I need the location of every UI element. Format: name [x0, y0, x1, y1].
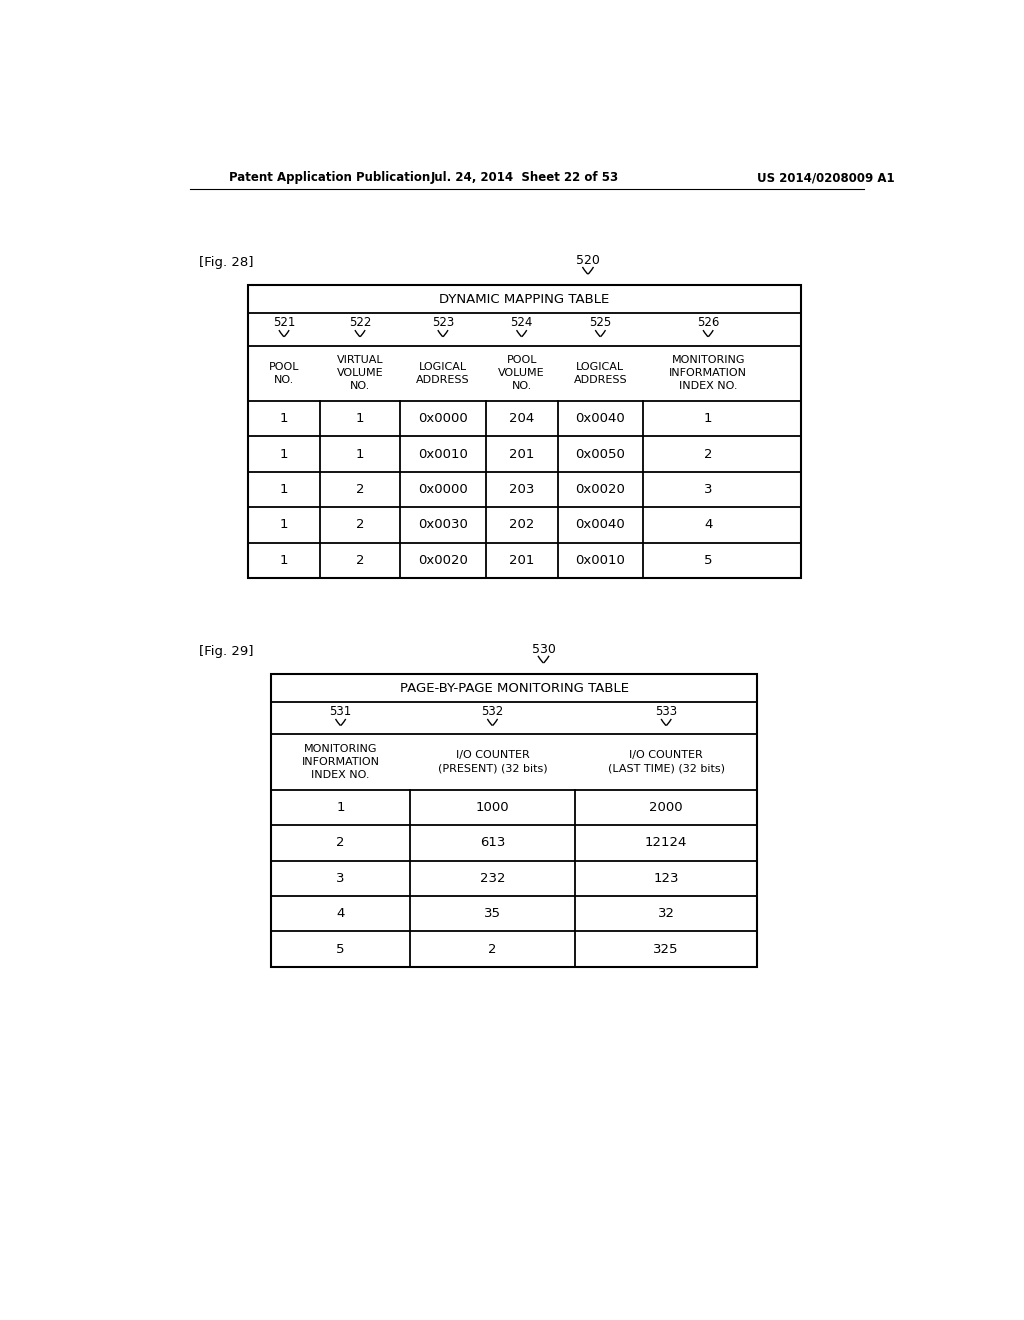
Text: VIRTUAL
VOLUME
NO.: VIRTUAL VOLUME NO.: [337, 355, 383, 392]
Text: 2: 2: [488, 942, 497, 956]
Text: 202: 202: [509, 519, 535, 532]
Text: 2: 2: [355, 554, 365, 566]
Text: 0x0040: 0x0040: [575, 412, 626, 425]
Text: 1000: 1000: [476, 801, 509, 814]
Text: 5: 5: [703, 554, 713, 566]
Text: I/O COUNTER
(PRESENT) (32 bits): I/O COUNTER (PRESENT) (32 bits): [437, 751, 547, 774]
Text: DYNAMIC MAPPING TABLE: DYNAMIC MAPPING TABLE: [439, 293, 609, 306]
Text: 532: 532: [481, 705, 504, 718]
Text: 4: 4: [703, 519, 713, 532]
Text: 1: 1: [280, 519, 289, 532]
Text: LOGICAL
ADDRESS: LOGICAL ADDRESS: [416, 362, 470, 385]
Text: 201: 201: [509, 447, 535, 461]
Text: 1: 1: [336, 801, 345, 814]
Text: 0x0010: 0x0010: [418, 447, 468, 461]
Text: POOL
VOLUME
NO.: POOL VOLUME NO.: [499, 355, 545, 392]
Text: 524: 524: [510, 315, 532, 329]
Text: Patent Application Publication: Patent Application Publication: [228, 172, 430, 185]
Text: 1: 1: [280, 483, 289, 496]
Text: 5: 5: [336, 942, 345, 956]
Text: 3: 3: [336, 871, 345, 884]
Text: 521: 521: [272, 315, 295, 329]
Text: 0x0020: 0x0020: [418, 554, 468, 566]
Text: I/O COUNTER
(LAST TIME) (32 bits): I/O COUNTER (LAST TIME) (32 bits): [607, 751, 725, 774]
Text: 525: 525: [589, 315, 611, 329]
Text: MONITORING
INFORMATION
INDEX NO.: MONITORING INFORMATION INDEX NO.: [669, 355, 748, 392]
Text: 526: 526: [697, 315, 719, 329]
Text: 531: 531: [330, 705, 352, 718]
Text: 523: 523: [432, 315, 454, 329]
Text: 0x0050: 0x0050: [575, 447, 626, 461]
Text: 2: 2: [703, 447, 713, 461]
Text: 0x0000: 0x0000: [418, 483, 468, 496]
Text: 613: 613: [480, 837, 505, 850]
Text: 0x0000: 0x0000: [418, 412, 468, 425]
Text: 533: 533: [655, 705, 677, 718]
Text: 1: 1: [355, 447, 365, 461]
Text: 35: 35: [484, 907, 501, 920]
Text: 32: 32: [657, 907, 675, 920]
Text: 203: 203: [509, 483, 535, 496]
Text: 2000: 2000: [649, 801, 683, 814]
Text: 201: 201: [509, 554, 535, 566]
Text: 1: 1: [280, 412, 289, 425]
Text: 2: 2: [355, 483, 365, 496]
Text: 325: 325: [653, 942, 679, 956]
Text: 0x0040: 0x0040: [575, 519, 626, 532]
Text: US 2014/0208009 A1: US 2014/0208009 A1: [757, 172, 894, 185]
Text: 4: 4: [337, 907, 345, 920]
Text: 3: 3: [703, 483, 713, 496]
Text: 522: 522: [349, 315, 372, 329]
Text: 0x0010: 0x0010: [575, 554, 626, 566]
Text: 2: 2: [336, 837, 345, 850]
Text: MONITORING
INFORMATION
INDEX NO.: MONITORING INFORMATION INDEX NO.: [302, 744, 380, 780]
Bar: [271, 675, 758, 966]
Text: PAGE-BY-PAGE MONITORING TABLE: PAGE-BY-PAGE MONITORING TABLE: [399, 681, 629, 694]
Text: Jul. 24, 2014  Sheet 22 of 53: Jul. 24, 2014 Sheet 22 of 53: [431, 172, 618, 185]
Text: 2: 2: [355, 519, 365, 532]
Text: 0x0030: 0x0030: [418, 519, 468, 532]
Text: 1: 1: [280, 447, 289, 461]
Text: 1: 1: [280, 554, 289, 566]
Text: [Fig. 28]: [Fig. 28]: [200, 256, 254, 269]
Text: LOGICAL
ADDRESS: LOGICAL ADDRESS: [573, 362, 628, 385]
Text: 0x0020: 0x0020: [575, 483, 626, 496]
Text: [Fig. 29]: [Fig. 29]: [200, 644, 254, 657]
Text: 232: 232: [479, 871, 505, 884]
Text: POOL
NO.: POOL NO.: [268, 362, 299, 385]
Text: 520: 520: [577, 255, 600, 268]
Text: 204: 204: [509, 412, 535, 425]
Text: 1: 1: [703, 412, 713, 425]
Text: 123: 123: [653, 871, 679, 884]
Bar: [248, 285, 801, 578]
Text: 530: 530: [531, 643, 555, 656]
Text: 12124: 12124: [645, 837, 687, 850]
Text: 1: 1: [355, 412, 365, 425]
